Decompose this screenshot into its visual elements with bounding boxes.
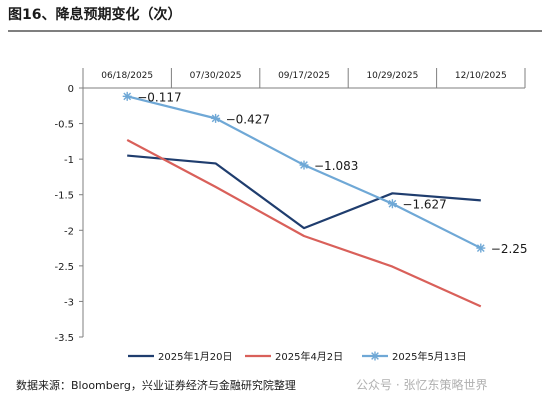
legend-marker — [370, 351, 380, 361]
y-tick-label: -0.5 — [54, 120, 74, 131]
data-label: −0.427 — [226, 112, 270, 126]
title-divider — [8, 30, 542, 32]
x-tick-label: 10/29/2025 — [366, 71, 418, 81]
data-label: −1.627 — [402, 198, 446, 212]
legend-label: 2025年1月20日 — [158, 350, 233, 363]
data-point-marker — [387, 199, 397, 209]
series-line-1 — [126, 138, 482, 308]
x-tick-label: 12/10/2025 — [455, 71, 507, 81]
data-point-marker — [299, 160, 309, 170]
x-tick-label: 09/17/2025 — [278, 71, 330, 81]
y-tick-label: -3.5 — [54, 333, 74, 344]
figure-title: 图16、降息预期变化（次） — [8, 7, 182, 23]
y-tick-label: 0 — [68, 84, 74, 95]
data-point-marker — [122, 91, 132, 101]
watermark-text: 公众号 · 张忆东策略世界 — [356, 378, 488, 392]
y-tick-label: -1.5 — [54, 191, 74, 202]
legend-label: 2025年4月2日 — [275, 350, 343, 363]
series-line-2 — [126, 95, 482, 250]
data-label: −2.25 — [491, 242, 528, 256]
data-label: −1.083 — [314, 159, 358, 173]
x-tick-label: 07/30/2025 — [190, 71, 242, 81]
series-line-0 — [127, 154, 481, 230]
x-tick-label: 06/18/2025 — [101, 71, 153, 81]
y-tick-label: -2 — [64, 226, 74, 237]
source-note: 数据来源：Bloomberg，兴业证券经济与金融研究院整理 — [16, 379, 296, 392]
data-label: −0.117 — [137, 90, 181, 104]
data-point-marker — [476, 243, 486, 253]
y-tick-label: -2.5 — [54, 262, 74, 273]
legend-label: 2025年5月13日 — [392, 350, 467, 363]
y-tick-label: -3 — [64, 297, 74, 308]
y-tick-label: -1 — [64, 155, 74, 166]
data-point-marker — [211, 113, 221, 123]
